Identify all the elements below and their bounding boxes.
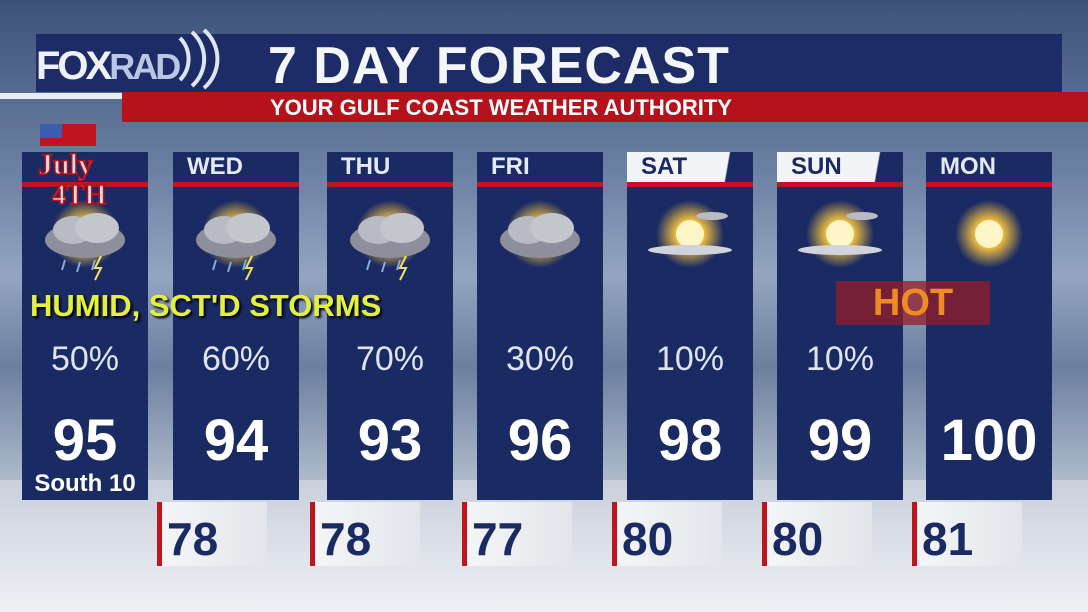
precip-chance: 30% [505,340,575,378]
low-temp: 78 [320,513,372,565]
low-temp-box: 81 [912,502,1022,566]
low-temp: 80 [772,513,824,565]
partly-cloudy-storm-icon [500,200,580,268]
precip-chance: 10% [655,340,725,378]
header-rule [627,182,753,187]
forecast-banner: HUMID, SCT'D STORMS [30,288,382,323]
low-marker [462,502,467,566]
page-title: 7 DAY FORECAST [268,37,730,95]
precip-chance: 50% [50,340,120,378]
low-temp-box: 78 [310,502,420,566]
day-label: THU [341,153,391,180]
low-marker [157,502,162,566]
low-temp: 81 [922,513,974,565]
low-temp: 77 [472,513,524,565]
thunderstorm-icon [196,200,276,281]
page-subtitle: YOUR GULF COAST WEATHER AUTHORITY [270,95,732,120]
high-temp: 98 [657,408,723,473]
forecast-day-today: 50% 95 South 10 [22,152,148,500]
day-label: FRI [491,153,530,180]
mostly-sunny-icon [648,200,732,268]
thunderstorm-icon [45,200,125,281]
day-label: SAT [627,152,753,182]
foxrad-logo: FOXRAD [36,44,181,88]
high-temp: 99 [807,408,873,473]
precip-chance: 60% [201,340,271,378]
low-temp: 80 [622,513,674,565]
low-marker [762,502,767,566]
low-temp-box: 77 [462,502,572,566]
forecast-day-sat: SAT 10% 98 [627,152,753,500]
precip-chance: 70% [355,340,425,378]
low-temp: 78 [167,513,219,565]
high-temp: 96 [507,408,573,473]
high-temp: 100 [940,408,1038,473]
subtitle-bar [122,92,1088,122]
radar-waves-icon [178,28,220,90]
day-label: MON [940,153,996,180]
july-4th-logo: July 4TH [37,124,107,212]
high-temp: 94 [203,408,269,473]
day-label: SUN [777,152,903,182]
precip-chance: 10% [805,340,875,378]
low-temp-box: 80 [762,502,872,566]
thunderstorm-icon [350,200,430,281]
sunny-icon [955,200,1023,268]
low-temp-box: 80 [612,502,722,566]
day-label: WED [187,153,243,180]
header-rule [926,182,1052,187]
svg-text:4TH: 4TH [52,180,107,211]
low-marker [310,502,315,566]
header-rule [777,182,903,187]
forecast-day-fri: FRI 30% 96 [477,152,603,500]
high-temp: 93 [357,408,423,473]
forecast-day-mon: MON 100 [926,152,1052,500]
low-marker [912,502,917,566]
forecast-day-sun: SUN 10% 99 [777,152,903,500]
hot-label: HOT [836,281,990,325]
divider [0,93,125,99]
forecast-day-thu: THU 70% 93 [327,152,453,500]
low-temp-box: 78 [157,502,267,566]
header-rule [22,182,148,187]
header-rule [477,182,603,187]
header-rule [173,182,299,187]
low-marker [612,502,617,566]
mostly-sunny-icon [798,200,882,268]
high-temp: 95 [52,408,118,473]
wind: South 10 [34,470,136,497]
forecast-day-wed: WED 60% 94 [173,152,299,500]
svg-text:July: July [38,148,93,181]
header-rule [327,182,453,187]
